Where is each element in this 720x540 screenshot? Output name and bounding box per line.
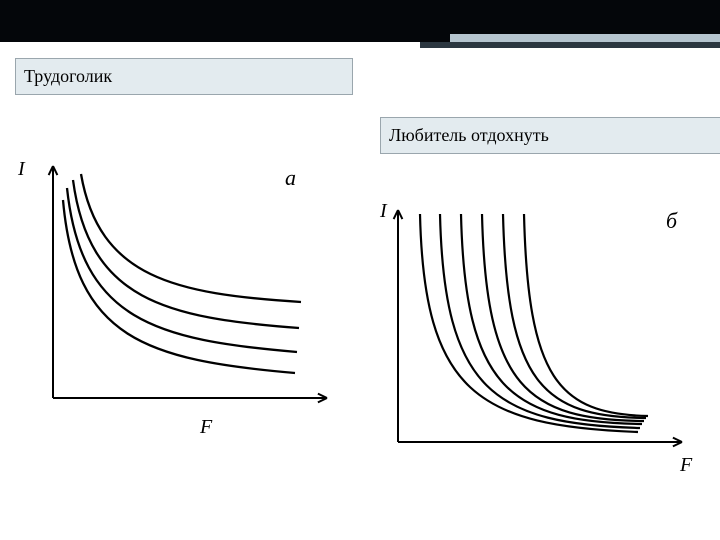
label-relaxer-text: Любитель отдохнуть (389, 125, 549, 146)
chart-a-y-axis-label: I (18, 158, 25, 181)
chart-a-x-axis-label: F (200, 416, 212, 439)
chart-a-svg (15, 160, 335, 420)
chart-b-svg (368, 204, 688, 464)
label-workaholic: Трудоголик (15, 58, 353, 95)
chart-b (368, 204, 688, 464)
chart-b-x-axis-label: F (680, 454, 692, 477)
chart-b-label: б (666, 208, 677, 234)
top-accent-dark (420, 42, 720, 48)
top-accent-light (450, 34, 720, 42)
label-workaholic-text: Трудоголик (24, 66, 112, 87)
label-relaxer: Любитель отдохнуть (380, 117, 720, 154)
chart-a (15, 160, 335, 420)
chart-a-label: а (285, 165, 296, 191)
chart-b-y-axis-label: I (380, 200, 387, 223)
